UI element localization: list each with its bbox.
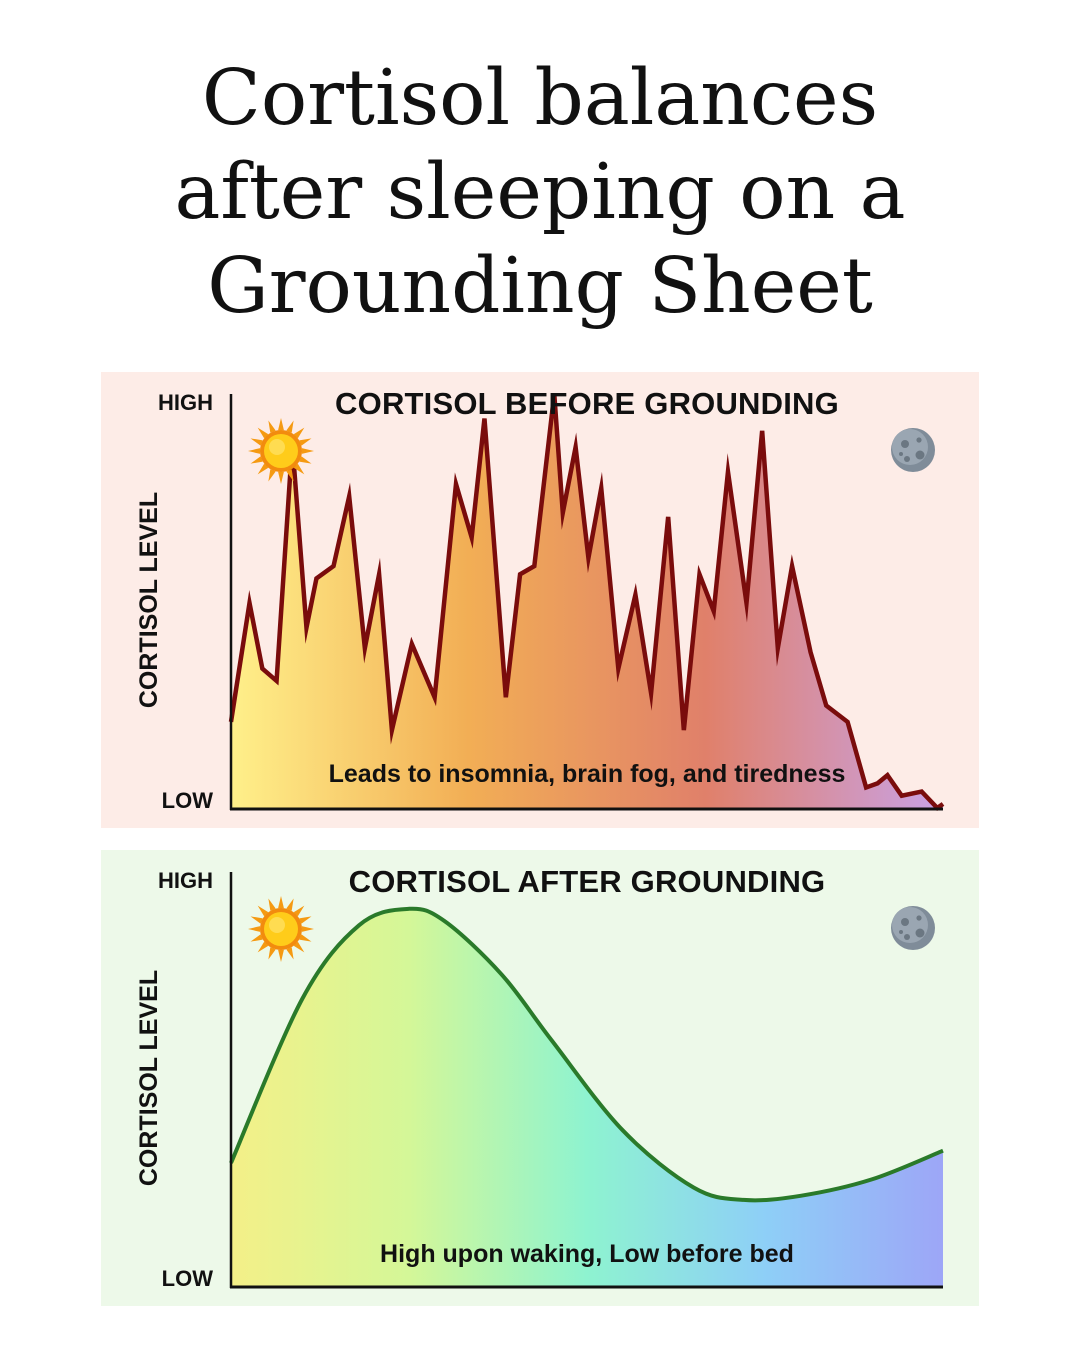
chart-title: CORTISOL AFTER GROUNDING bbox=[348, 864, 826, 899]
title-line: after sleeping on a bbox=[174, 148, 906, 237]
moon-icon bbox=[891, 428, 935, 472]
y-tick-low: LOW bbox=[161, 1266, 213, 1291]
y-tick-high: HIGH bbox=[158, 390, 213, 415]
y-axis-label: CORTISOL LEVEL bbox=[135, 491, 163, 709]
sun-icon bbox=[248, 418, 314, 484]
series-area bbox=[231, 393, 943, 808]
page-title: Cortisol balances after sleeping on a Gr… bbox=[0, 52, 1080, 334]
y-tick-high: HIGH bbox=[158, 868, 213, 893]
title-line: Grounding Sheet bbox=[207, 242, 873, 331]
y-tick-low: LOW bbox=[161, 788, 213, 813]
sun-icon bbox=[248, 896, 314, 962]
chart-after-svg bbox=[229, 872, 944, 1289]
y-axis-label: CORTISOL LEVEL bbox=[135, 969, 163, 1187]
chart-annotation: High upon waking, Low before bed bbox=[380, 1240, 794, 1268]
chart-panel-before: HIGH LOW CORTISOL BEFORE GROUNDING CORTI… bbox=[101, 372, 979, 828]
moon-icon bbox=[891, 906, 935, 950]
chart-panel-after: HIGH LOW CORTISOL AFTER GROUNDING CORTIS… bbox=[101, 850, 979, 1306]
chart-annotation: Leads to insomnia, brain fog, and tiredn… bbox=[328, 760, 846, 788]
series-line bbox=[229, 906, 944, 1203]
chart-title: CORTISOL BEFORE GROUNDING bbox=[335, 386, 839, 421]
chart-before-svg bbox=[228, 393, 945, 811]
series-line bbox=[228, 393, 945, 811]
series-area bbox=[231, 908, 943, 1286]
title-line: Cortisol balances bbox=[201, 54, 879, 143]
